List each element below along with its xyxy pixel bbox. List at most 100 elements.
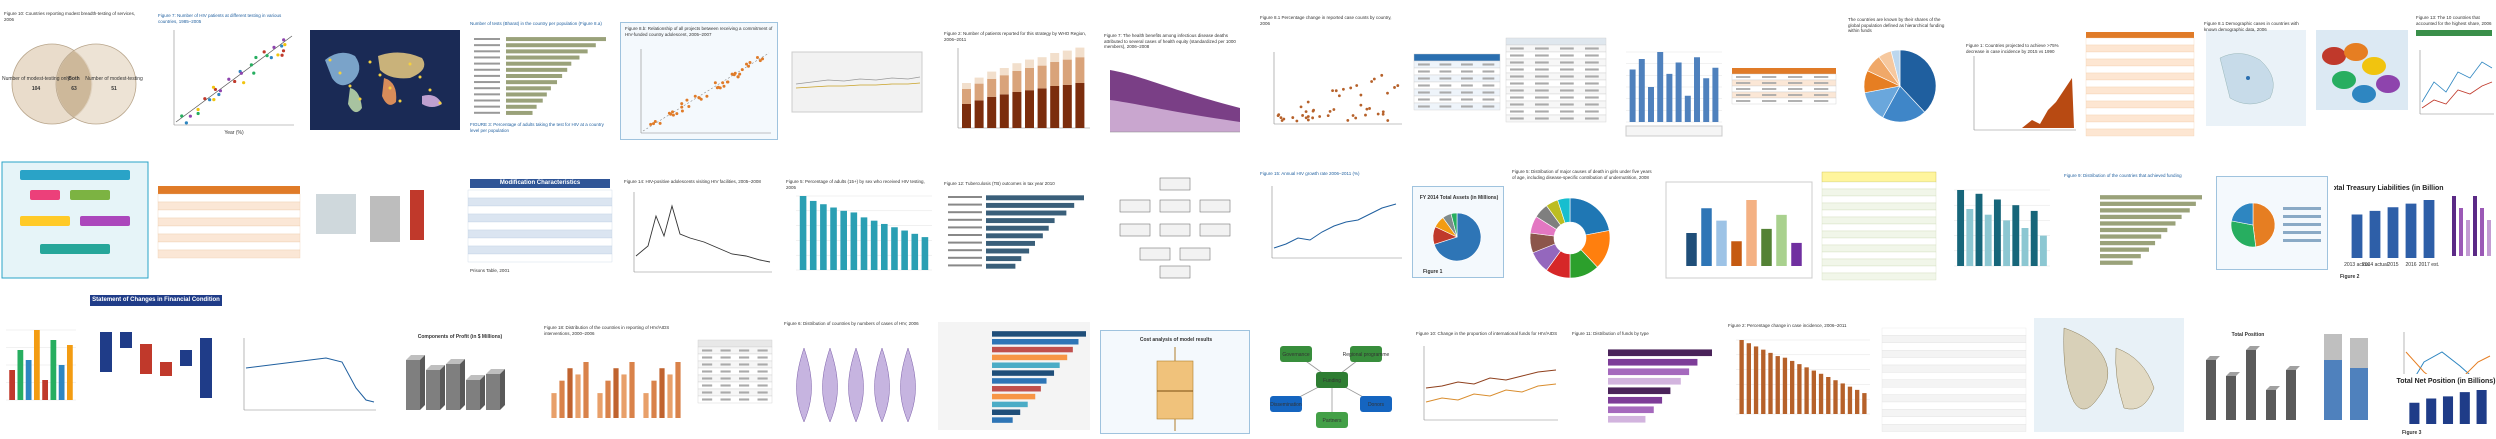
small-map-tile[interactable]: Figure 8.1 Demographic cases in countrie… xyxy=(2200,18,2312,136)
row-label xyxy=(948,264,982,267)
box-line-tile[interactable] xyxy=(782,32,932,132)
yellow-table-tile[interactable] xyxy=(1820,170,1938,284)
wide-table-tile[interactable] xyxy=(1504,34,1608,134)
data-point xyxy=(217,92,221,97)
purple-lines-tile[interactable] xyxy=(2448,176,2496,272)
world-map-dark-tile[interactable] xyxy=(310,30,460,130)
org-chart-tile[interactable] xyxy=(1100,166,1250,284)
stacked-segment xyxy=(2324,334,2342,360)
table-cell-text xyxy=(1418,70,1430,73)
table-cell-text xyxy=(1510,117,1524,120)
table-cell-text xyxy=(1439,105,1452,108)
hbar-rainbow-tile[interactable] xyxy=(936,320,1092,432)
violin-tile[interactable]: Figure 6: Distribution of countries by n… xyxy=(780,318,930,432)
orange-table-tile[interactable] xyxy=(1730,66,1838,116)
line-hbar-box-tile[interactable]: Figure 9: Distribution of the countries … xyxy=(2060,170,2210,282)
scatter-regression-tile[interactable]: Year (%) Figure 7: Number of HIV patients… xyxy=(154,10,302,138)
bar xyxy=(986,240,1035,246)
table-cell-text xyxy=(1585,117,1599,120)
purple-area-tile[interactable]: Figure 7: The health benefits among infe… xyxy=(1100,30,1248,138)
network-diagram-tile[interactable]: Funding Governance Regional programme Disse… xyxy=(1256,324,1406,432)
flowchart-tile[interactable] xyxy=(0,160,150,280)
table-small2-tile[interactable] xyxy=(696,338,774,408)
table-row xyxy=(1413,102,1501,111)
data-point xyxy=(1386,91,1389,95)
data-point xyxy=(671,110,675,114)
waterfall-tile[interactable]: Statement of Changes in Financial Condit… xyxy=(86,292,226,432)
exploded-pie-tile[interactable]: FY 2014 Total Assets (in Millions) Figure… xyxy=(1412,186,1504,278)
donut-chart-tile[interactable]: Figure 5: Distribution of major causes o… xyxy=(1508,166,1658,284)
row-label xyxy=(948,234,982,236)
hbar-olive-tile[interactable]: Number of tests (Bharat) in the country … xyxy=(466,18,614,138)
bar3d-region-tile[interactable]: Total Position xyxy=(2190,326,2306,432)
data-point xyxy=(1355,84,1359,87)
data-point xyxy=(1393,86,1396,89)
teal-bars-tile-figure xyxy=(796,195,932,271)
bar3d-gray-tile[interactable]: Components of Profit (in $ Millions) xyxy=(386,330,534,430)
small-table-tile[interactable] xyxy=(1412,50,1502,120)
net-position-tile[interactable]: Total Net Position (in Billions) Figure 3 xyxy=(2396,374,2496,436)
scatter-regression-tile-figure: Year (%) xyxy=(173,30,294,136)
orange-table-box-tile[interactable] xyxy=(156,178,302,278)
row-label xyxy=(948,256,982,259)
bar xyxy=(1608,396,1663,404)
stacked-gray-tile[interactable] xyxy=(2310,326,2390,432)
table-row xyxy=(1821,244,1937,253)
orange-columns-tile[interactable]: Figure 2: Percentage change in case inci… xyxy=(1724,320,1874,430)
table-cell-text xyxy=(1762,94,1777,96)
se-asia-map-tile[interactable] xyxy=(2034,318,2184,432)
orange-table-large-tile[interactable] xyxy=(2084,18,2196,142)
orange-area-line-tile[interactable]: Figure 1: Countries projected to achieve… xyxy=(1962,40,2080,138)
color-map-tile[interactable] xyxy=(2316,30,2408,110)
line-year-tile[interactable] xyxy=(232,328,380,428)
bar xyxy=(506,49,588,54)
stacked-segment xyxy=(2350,368,2368,420)
teal-bars-tile[interactable]: Figure 5: Percentage of adults (15+) by … xyxy=(782,176,936,280)
modification-table-tile[interactable]: Modification Characteristics Prisons Tabl… xyxy=(466,176,614,278)
stacked-segment xyxy=(2324,360,2342,420)
network-node xyxy=(1316,412,1348,428)
purple-hbar-tile[interactable]: Figure 11: Distribution of funds by type xyxy=(1568,328,1718,432)
scatter-diagonal-tile[interactable]: Figure 8.b: Relationship of all projects… xyxy=(620,22,778,140)
bar xyxy=(2003,220,2011,266)
bar xyxy=(25,360,32,400)
bar xyxy=(42,380,49,400)
dot-scatter-tile[interactable]: Figure 8.1 Percentage change in reported… xyxy=(1256,12,1406,138)
hatched-bars-tile[interactable] xyxy=(0,320,78,420)
column-chart-blue-tile[interactable] xyxy=(1614,40,1724,140)
data-point xyxy=(649,122,653,126)
multi-line-tile[interactable] xyxy=(2412,42,2496,122)
pie-box-tile[interactable] xyxy=(2216,176,2328,270)
bar xyxy=(2351,214,2363,258)
brown-lines-tile[interactable]: Figure 10: Change in the proportion of i… xyxy=(1412,328,1562,432)
bar xyxy=(986,202,1075,208)
bar xyxy=(1608,368,1690,376)
teal-grouped-tile[interactable] xyxy=(1944,180,2054,280)
line-growth-tile[interactable]: Figure 15: Annual HIV growth rate 2006–2… xyxy=(1256,168,1406,268)
line-peaks-tile[interactable]: Figure 14: HIV-positive adolescents visi… xyxy=(620,176,776,282)
table-cell-text xyxy=(1762,100,1777,102)
bar xyxy=(2452,196,2456,256)
table-small2-tile-figure xyxy=(697,339,773,404)
orange-table-box-tile-figure xyxy=(157,186,301,259)
row-label xyxy=(474,38,500,40)
data-point xyxy=(722,84,726,88)
hbar-dark-tile[interactable]: Figure 12: Tuberculosis (TB) outcomes in… xyxy=(940,178,1090,278)
boxplot-tile[interactable]: Cost analysis of model results xyxy=(1100,330,1250,434)
multicolor-bars-tile[interactable] xyxy=(1664,180,1814,280)
blue-pie-tile[interactable]: The countries are known by their shares … xyxy=(1844,14,1956,140)
map-marker xyxy=(418,75,422,79)
map-marker xyxy=(348,84,352,88)
green-figure-tile[interactable]: Figure 13: The 10 countries that account… xyxy=(2412,12,2496,40)
bar xyxy=(629,362,635,418)
data-point xyxy=(716,85,720,89)
infographic-tile[interactable] xyxy=(310,166,460,276)
stacked-bars-tile[interactable]: Figure 2: Number of patients reported fo… xyxy=(940,28,1092,140)
venn-diagram-tile[interactable]: Number of modest-testing only 104 Both 63 Nu… xyxy=(0,8,148,138)
treasury-liabilities-tile[interactable]: Total Treasury Liabilities (in Billions)… xyxy=(2334,178,2444,284)
data-table-tile[interactable] xyxy=(1880,326,2028,432)
bar xyxy=(1862,393,1867,414)
small-multiples-tile[interactable]: Figure 18: Distribution of the countries… xyxy=(540,322,690,432)
brown-lines-tile-figure xyxy=(1423,346,1558,421)
table-cell-text xyxy=(1560,103,1574,106)
